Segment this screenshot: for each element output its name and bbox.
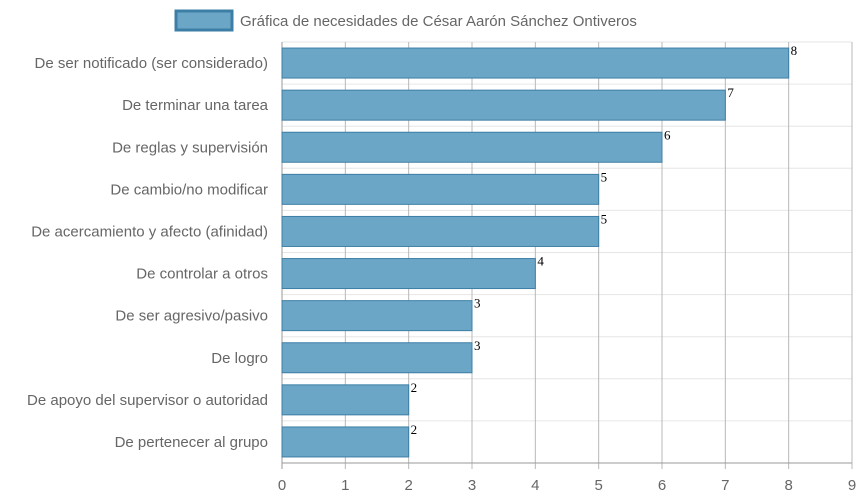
- data-label: 2: [411, 422, 418, 437]
- category-label: De ser notificado (ser considerado): [35, 55, 268, 72]
- category-labels: De ser notificado (ser considerado) De te…: [27, 55, 269, 451]
- bar[interactable]: [281, 131, 663, 163]
- bar[interactable]: [281, 384, 410, 416]
- category-label: De apoyo del supervisor o autoridad: [27, 392, 268, 409]
- data-label: 6: [664, 127, 671, 142]
- bar[interactable]: [281, 426, 410, 458]
- bar[interactable]: [281, 258, 536, 290]
- data-labels: 8 7 6 5 5 4 3 3 2 2: [411, 43, 798, 437]
- bar[interactable]: [281, 89, 726, 121]
- x-tick-label: 0: [278, 477, 286, 494]
- data-label: 3: [474, 338, 481, 353]
- data-label: 5: [601, 211, 608, 226]
- legend-label: Gráfica de necesidades de César Aarón Sá…: [240, 13, 637, 30]
- bar[interactable]: [281, 342, 473, 374]
- x-tick-label: 2: [404, 477, 412, 494]
- data-label: 8: [791, 43, 798, 58]
- category-label: De logro: [211, 350, 268, 367]
- bar[interactable]: [281, 47, 790, 79]
- category-label: De terminar una tarea: [122, 97, 269, 114]
- x-tick-label: 8: [784, 477, 792, 494]
- category-label: De cambio/no modificar: [110, 181, 268, 198]
- data-label: 2: [411, 380, 418, 395]
- x-tick-label: 7: [721, 477, 729, 494]
- bars: [281, 47, 790, 458]
- x-axis-tick-labels: 0 1 2 3 4 5 6 7 8 9: [278, 477, 856, 494]
- legend[interactable]: Gráfica de necesidades de César Aarón Sá…: [174, 9, 637, 32]
- category-label: De pertenecer al grupo: [115, 434, 268, 451]
- data-label: 3: [474, 296, 481, 311]
- x-tick-label: 3: [468, 477, 476, 494]
- x-tick-label: 5: [594, 477, 602, 494]
- category-label: De ser agresivo/pasivo: [115, 308, 268, 325]
- data-label: 7: [727, 85, 734, 100]
- category-label: De controlar a otros: [136, 266, 268, 283]
- bar[interactable]: [281, 173, 600, 205]
- bar[interactable]: [281, 215, 600, 247]
- legend-swatch: [174, 9, 234, 32]
- x-tick-label: 4: [531, 477, 539, 494]
- data-label: 4: [537, 254, 544, 269]
- x-tick-label: 6: [658, 477, 666, 494]
- category-label: De reglas y supervisión: [112, 139, 268, 156]
- x-tick-label: 9: [848, 477, 856, 494]
- bar[interactable]: [281, 300, 473, 332]
- x-tick-label: 1: [341, 477, 349, 494]
- category-label: De acercamiento y afecto (afinidad): [31, 223, 268, 240]
- data-label: 5: [601, 169, 608, 184]
